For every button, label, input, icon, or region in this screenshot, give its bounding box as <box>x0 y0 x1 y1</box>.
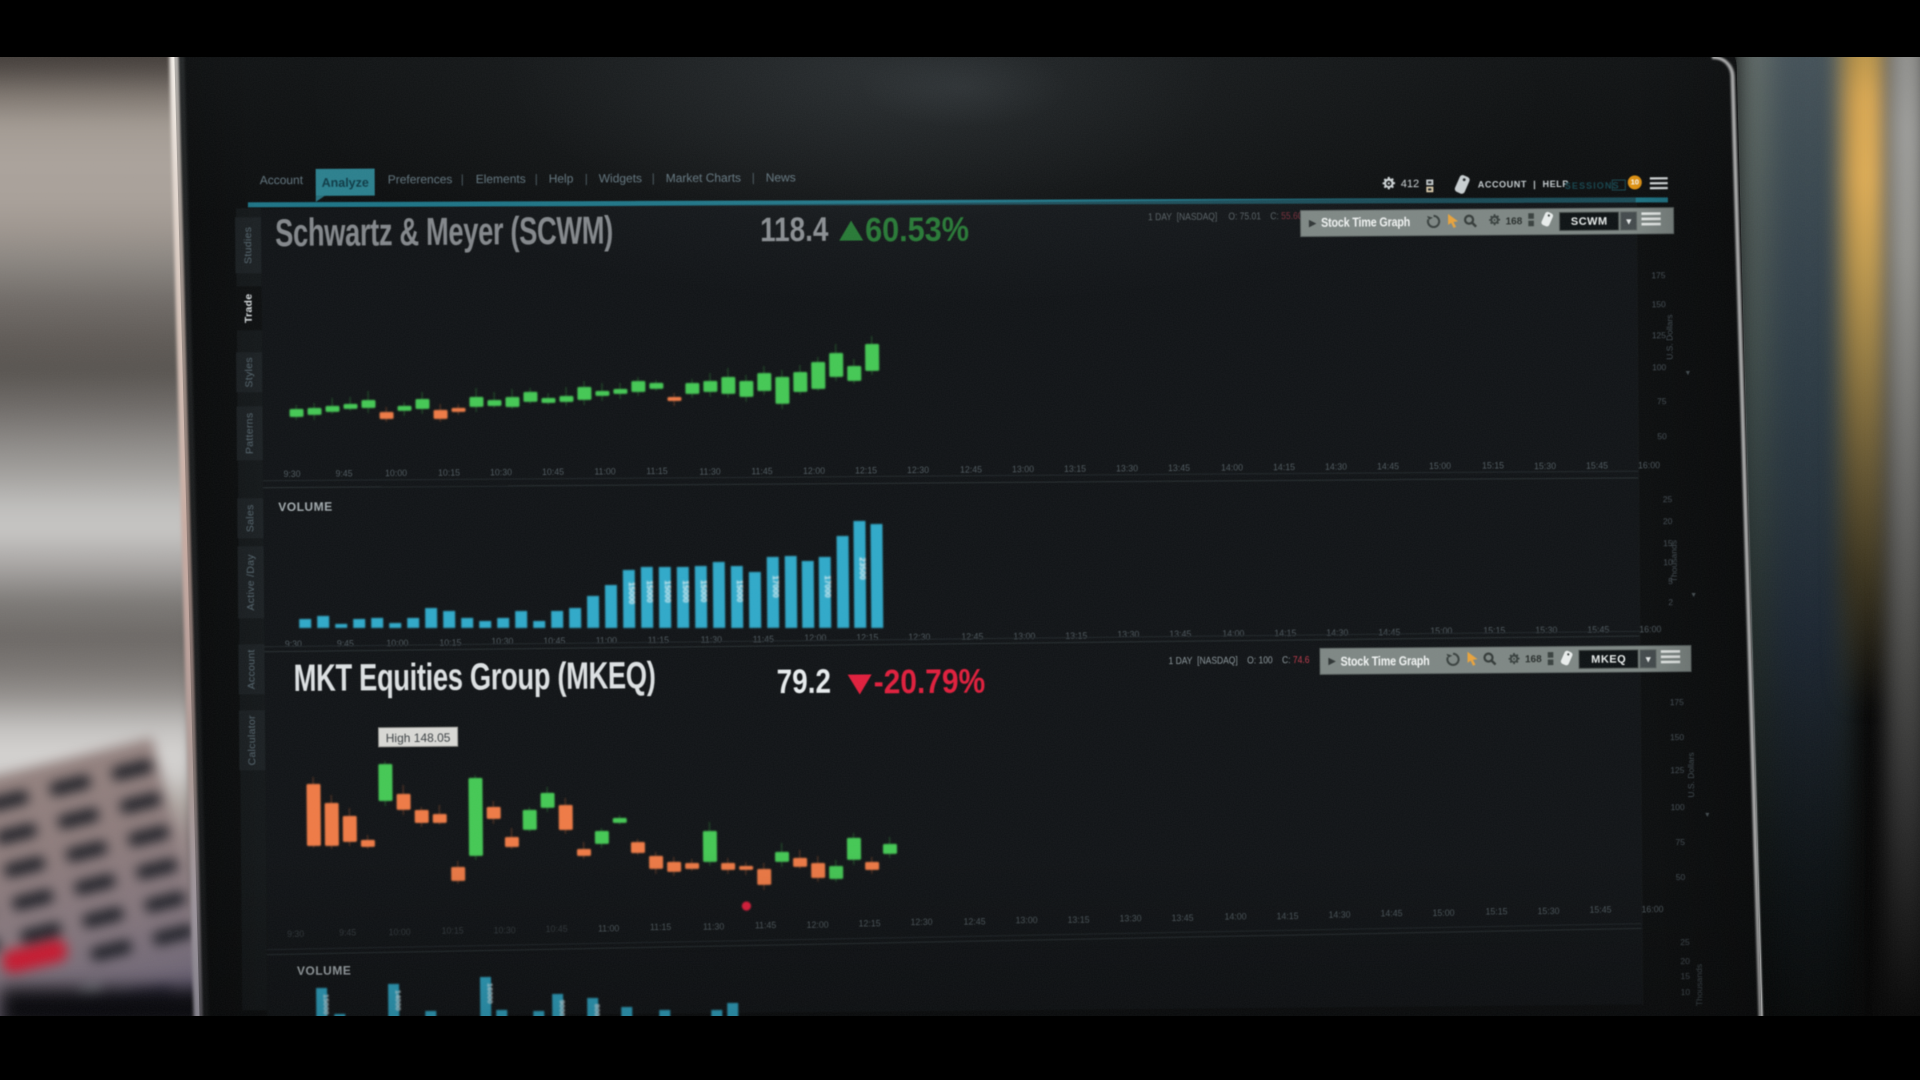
svg-text:15000: 15000 <box>681 580 690 603</box>
svg-text:17000: 17000 <box>823 575 832 598</box>
svg-text:15000: 15000 <box>735 580 744 603</box>
svg-text:17000: 17000 <box>771 575 780 598</box>
svg-text:15000: 15000 <box>663 580 672 603</box>
svg-text:23500: 23500 <box>858 557 867 580</box>
svg-text:15000: 15000 <box>699 580 708 603</box>
svg-text:16000: 16000 <box>486 983 495 1004</box>
svg-text:15000: 15000 <box>627 582 636 605</box>
svg-text:9000: 9000 <box>558 1000 567 1017</box>
svg-text:14000: 14000 <box>394 990 403 1011</box>
svg-text:15000: 15000 <box>645 580 654 603</box>
svg-text:15000: 15000 <box>322 994 331 1015</box>
